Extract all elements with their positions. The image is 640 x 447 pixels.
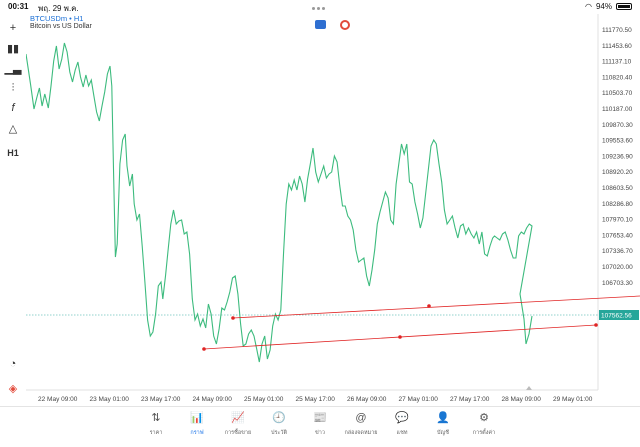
price-axis-label: 107970.10 [602,217,633,224]
symbol-timeframe: H1 [73,14,84,23]
price-axis-label: 110187.00 [602,106,633,113]
settings-sliders-icon[interactable]: ⫶ [11,81,15,94]
nav-item-mailbox[interactable]: @ กล่องจดหมาย [339,411,383,437]
mailbox-icon: @ [355,412,367,424]
time-axis-label: 28 May 09:00 [502,396,542,403]
nav-label: ราคา [149,430,163,436]
chart-toolbar: + ▮▮ ▁▃ ⫶ f △ H1 ◔ ◈ [0,14,26,395]
time-axis-label: 25 May 01:00 [244,396,284,403]
chat-icon: 💬 [395,412,409,424]
nav-label: ประวัติ [270,430,288,436]
nav-label: การซื้อขาย [224,430,252,436]
nav-item-settings[interactable]: ⚙ การตั้งค่า [462,411,506,437]
nav-label: บัญชี [437,430,449,436]
price-axis-label: 108920.20 [602,169,633,176]
shapes-icon[interactable]: △ [8,122,18,135]
price-chart[interactable]: 111770.50 111453.60 111137.10 110820.40 1105… [26,14,640,406]
wifi-icon: ◠ [585,2,592,11]
trendline-anchor [594,323,598,327]
time-axis-label: 24 May 09:00 [193,396,233,403]
status-date: พฤ. 29 พ.ค. [38,4,79,13]
symbol-description: Bitcoin vs US Dollar [30,23,92,30]
current-price-badge [599,310,639,320]
bottom-navigation: ⇅ ราคา 📊 กราฟ 📈 การซื้อขาย 🕘 ประวัติ 📰 ข่าว @ กล่อง… [0,406,640,447]
time-axis-label: 25 May 17:00 [296,396,336,403]
price-axis-label: 109553.60 [602,138,633,145]
price-axis-label: 109236.90 [602,153,633,160]
nav-item-chart[interactable]: 📊 กราฟ [175,411,219,437]
time-axis-label: 29 May 01:00 [553,396,593,403]
nav-item-news[interactable]: 📰 ข่าว [298,411,342,437]
chart-area[interactable]: 111770.50 111453.60 111137.10 110820.40 1105… [26,14,640,406]
timeframe-button[interactable]: H1 [7,148,19,158]
price-axis-label: 108603.50 [602,185,633,192]
upper-trendline [232,295,640,319]
symbol-separator: • [67,14,74,23]
price-axis-label: 108286.80 [602,201,633,208]
news-icon: 📰 [313,412,327,424]
time-axis-label: 22 May 09:00 [38,396,78,403]
status-time: 00:31 [8,2,29,11]
nav-label: กราฟ [190,430,204,436]
time-axis-label: 23 May 01:00 [90,396,130,403]
nav-label: การตั้งค่า [472,430,496,436]
price-axis-label: 106703.30 [602,280,633,287]
function-icon[interactable]: f [11,102,15,114]
settings-icon: ⚙ [479,412,489,424]
battery-icon [616,3,632,10]
trendline-anchor [398,335,402,339]
status-bar: 00:31 พฤ. 29 พ.ค. ◠ 94% [0,0,640,14]
one-click-trade-icon[interactable]: ◈ [8,382,18,395]
nav-label: ข่าว [315,430,325,436]
crosshair-icon[interactable]: + [9,22,17,34]
price-axis-label: 110820.40 [602,74,633,81]
trendline-anchor [427,304,431,308]
account-icon: 👤 [436,412,450,424]
symbol-title[interactable]: BTCUSDm • H1 [30,14,83,23]
price-axis-label: 111137.10 [602,59,632,66]
nav-item-account[interactable]: 👤 บัญชี [421,411,465,437]
time-axis-label: 27 May 17:00 [450,396,490,403]
time-axis-label: 26 May 09:00 [347,396,387,403]
nav-item-history[interactable]: 🕘 ประวัติ [257,411,301,437]
price-axis-label: 109870.30 [602,122,633,129]
time-axis-label: 23 May 17:00 [141,396,181,403]
candles-icon[interactable]: ▮▮ [6,42,20,55]
price-axis-label: 110503.70 [602,90,633,97]
trade-panel-icon[interactable] [315,20,326,29]
symbol-name: BTCUSDm [30,14,68,23]
trendline-anchor [202,347,206,351]
nav-item-trade[interactable]: 📈 การซื้อขาย [216,411,260,437]
price-axis-label: 107020.00 [602,264,633,271]
history-icon: 🕘 [272,412,286,424]
nav-label: กล่องจดหมาย [344,430,378,436]
price-line [26,42,533,363]
scroll-marker-icon [526,386,532,390]
zoom-icon[interactable]: ◔ [9,358,17,370]
chart-icon: 📊 [190,412,204,424]
nav-item-chat[interactable]: 💬 แชท [380,411,424,437]
nav-label: แชท [396,430,408,436]
trade-icon: 📈 [231,412,245,424]
price-axis-label: 111770.50 [602,27,632,34]
time-axis-label: 27 May 01:00 [399,396,439,403]
quotes-icon: ⇅ [151,412,161,424]
sync-icon[interactable] [340,20,350,30]
price-axis-label: 111453.60 [602,43,632,50]
battery-percent: 94% [595,2,612,11]
trendline-anchor [231,316,235,320]
price-axis-label: 107653.40 [602,232,633,239]
current-price-label: 107562.56 [601,313,632,320]
multitask-dots-icon[interactable] [312,3,328,10]
nav-item-quotes[interactable]: ⇅ ราคา [134,411,178,437]
indicators-icon[interactable]: ▁▃ [4,62,22,75]
price-axis-label: 107336.70 [602,248,633,255]
